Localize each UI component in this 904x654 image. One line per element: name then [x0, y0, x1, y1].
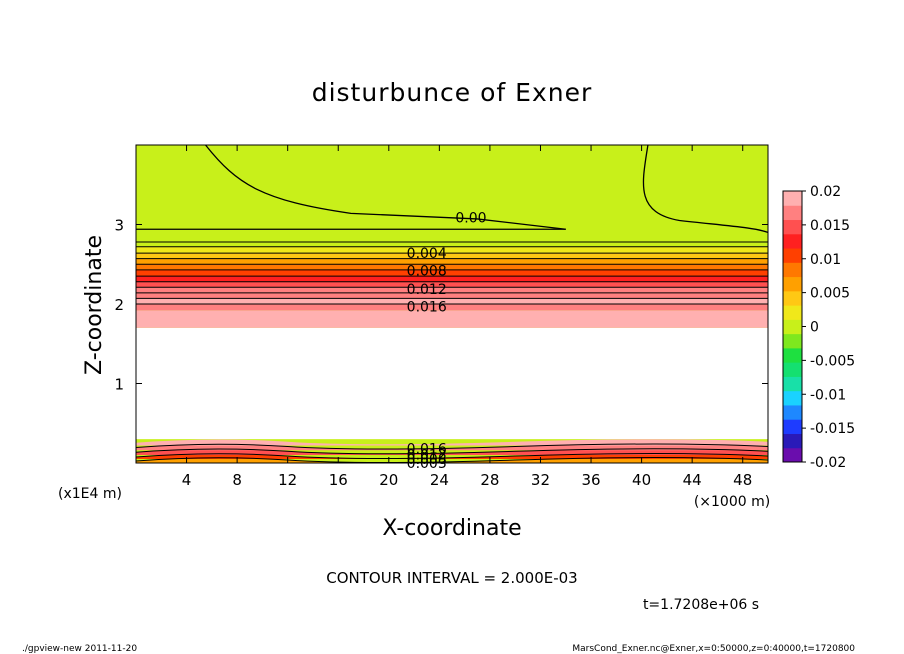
colorbar-label: 0.02	[810, 184, 841, 200]
upper-band	[136, 276, 768, 282]
colorbar-label: -0.01	[810, 387, 846, 403]
y-axis-label: Z-coordinate	[82, 235, 107, 375]
colorbar-swatch	[783, 419, 802, 434]
colorbar-swatch	[783, 219, 802, 235]
colorbar-swatch	[783, 433, 802, 449]
x-tick-label: 8	[232, 471, 242, 489]
contour-label: 0.003	[407, 456, 447, 472]
contour-label: 0.008	[407, 452, 447, 468]
upper-band	[136, 264, 768, 270]
x-tick-label: 16	[329, 471, 348, 489]
colorbar-label: -0.005	[810, 353, 855, 369]
y-tick-label: 1	[114, 376, 124, 394]
colorbar-swatch	[783, 447, 802, 463]
footer-left: ./gpview-new 2011-11-20	[22, 644, 137, 654]
contour-label: 0.004	[407, 246, 447, 262]
upper-band	[136, 253, 768, 259]
y-axis: 1 2 3	[114, 217, 768, 394]
colorbar-label: 0.005	[810, 286, 850, 302]
upper-band	[136, 241, 768, 247]
colorbar-swatch	[783, 248, 802, 263]
x-tick-label: 44	[683, 471, 702, 489]
colorbar-swatch	[783, 404, 802, 420]
x-tick-label: 4	[182, 471, 192, 489]
x-unit-label: (×1000 m)	[694, 494, 770, 510]
contour-interval-label: CONTOUR INTERVAL = 2.000E-03	[326, 569, 577, 587]
chart-title: disturbunce of Exner	[312, 78, 593, 107]
colorbar-swatch	[783, 276, 802, 292]
y-unit-label: (x1E4 m)	[58, 486, 122, 502]
colorbar-swatch	[783, 290, 802, 306]
x-axis-label: X-coordinate	[382, 516, 521, 541]
colorbar-swatch	[783, 333, 802, 349]
upper-band	[136, 298, 768, 304]
footer-right: MarsCond_Exner.nc@Exner,x=0:50000,z=0:40…	[572, 644, 855, 654]
colorbar-swatch	[783, 347, 802, 363]
x-axis: 4 8 12 16 20 24 28 32 36 40 44 48	[182, 145, 752, 489]
x-tick-label: 32	[531, 471, 550, 489]
contour-label: 0.016	[407, 442, 447, 458]
contour-line	[135, 457, 769, 464]
x-tick-label: 24	[430, 471, 449, 489]
upper-band	[136, 258, 768, 265]
colorbar-label: -0.02	[810, 455, 846, 471]
contour-line-zero	[642, 144, 769, 234]
colorbar-swatch	[783, 362, 802, 377]
contour-label: 0.00	[455, 210, 486, 226]
x-tick-label: 40	[632, 471, 651, 489]
contour-label: 0.012	[407, 282, 447, 298]
colorbar-swatch	[783, 191, 802, 206]
x-tick-label: 36	[581, 471, 600, 489]
colorbar-swatch	[783, 390, 802, 406]
contour-line	[135, 448, 769, 455]
colorbar-swatch	[783, 376, 802, 392]
x-tick-label: 12	[278, 471, 297, 489]
colorbar-swatch	[783, 205, 802, 221]
y-tick-label: 3	[114, 217, 124, 235]
x-tick-label: 48	[733, 471, 752, 489]
upper-band	[136, 310, 768, 328]
x-tick-label: 28	[480, 471, 499, 489]
colorbar-swatch	[783, 233, 802, 249]
plot-area: 0.000.0040.0080.0120.0160.0160.0120.0080…	[135, 144, 769, 472]
upper-band	[136, 281, 768, 288]
colorbar-swatch	[783, 305, 802, 320]
upper-band	[136, 304, 768, 311]
time-label: t=1.7208e+06 s	[643, 597, 759, 613]
colorbar-swatch	[783, 262, 802, 278]
contour-line	[135, 443, 769, 450]
y-tick-label: 2	[114, 296, 124, 314]
colorbar-label: 0	[810, 320, 819, 336]
colorbar-label: 0.015	[810, 218, 850, 234]
colorbar: 0.02 0.015 0.01 0.005 0 -0.005 -0.01 -0.015 -0.0…	[782, 184, 855, 471]
upper-band	[136, 287, 768, 293]
contour-line-zero	[205, 144, 566, 230]
colorbar-label: -0.015	[810, 421, 855, 437]
upper-band	[136, 269, 768, 277]
colorbar-label: 0.01	[810, 252, 841, 268]
contour-label: 0.012	[407, 447, 447, 463]
contour-label: 0.008	[407, 264, 447, 280]
colorbar-swatch	[783, 319, 802, 335]
upper-band	[136, 292, 768, 299]
contour-line	[135, 453, 769, 460]
upper-band	[136, 246, 768, 254]
contour-label: 0.016	[407, 299, 447, 315]
x-tick-label: 20	[379, 471, 398, 489]
field-saturated-region	[136, 327, 768, 440]
